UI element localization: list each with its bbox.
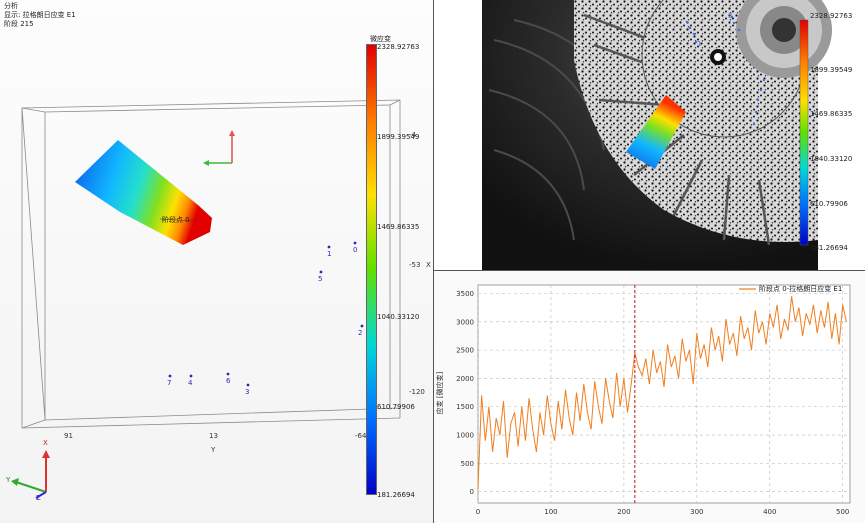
camera-point-label: 3 xyxy=(728,12,733,20)
x-tick-label: 300 xyxy=(690,508,703,516)
bounding-box xyxy=(21,99,401,429)
tracking-point xyxy=(319,270,323,274)
camera-view[interactable]: 1 3 2328.92763 1899.39549 1469.86335 104… xyxy=(434,0,865,270)
tracking-points xyxy=(168,241,364,387)
x-tick-label: 100 xyxy=(544,508,557,516)
x-tick-label: 0 xyxy=(476,508,480,516)
x-tick-label: 200 xyxy=(617,508,630,516)
stage-point-label: 阶段点 0 xyxy=(162,216,190,224)
colorbar-title: 微应变 xyxy=(370,35,391,43)
point-label-1: 1 xyxy=(327,250,332,258)
colorbar-tick: 1899.39549 xyxy=(377,133,420,141)
y-tick-label: 3500 xyxy=(456,290,474,298)
y-tick-label: 500 xyxy=(461,460,474,468)
colorbar-tick: 181.26694 xyxy=(377,491,415,499)
point-label-5: 5 xyxy=(318,275,323,283)
y-tick-label: 2000 xyxy=(456,375,474,383)
strain-series-line xyxy=(477,296,847,489)
stage-label: 阶段 215 xyxy=(4,20,34,28)
y-tick-label: 1500 xyxy=(456,403,474,411)
display-label: 显示: 拉格朗日应变 E1 xyxy=(4,11,76,19)
vertical-splitter[interactable] xyxy=(433,0,434,523)
y-tick-label: 0 xyxy=(470,488,474,496)
x-tick: -120 xyxy=(409,388,425,396)
tracking-point xyxy=(168,374,172,378)
colorbar-tick: 1040.33120 xyxy=(377,313,420,321)
triad-y-label: Y xyxy=(6,476,11,484)
camera-colorbar-tick: 181.26694 xyxy=(810,244,848,252)
tracking-point xyxy=(327,245,331,249)
y-axis-label: Y xyxy=(211,446,216,454)
point-label-3: 3 xyxy=(245,388,250,396)
camera-colorbar-tick: 1040.33120 xyxy=(810,155,853,163)
x-axis-label: X xyxy=(426,261,431,269)
legend-label: 阶段点 0-拉格朗日应变 E1 xyxy=(759,284,842,293)
camera-image xyxy=(434,0,865,270)
camera-colorbar-tick: 2328.92763 xyxy=(810,12,853,20)
y-tick: 13 xyxy=(209,432,218,440)
camera-strain-patch xyxy=(626,95,686,169)
axis-triad-icon xyxy=(11,450,50,499)
camera-colorbar xyxy=(799,19,809,246)
strain-chart: 0 100 200 300 400 500 0 500 1000 1500 2000 2500 300… xyxy=(435,284,851,516)
y-axis-title: 应变 [微应变] xyxy=(435,371,444,414)
triad-z-label: Z xyxy=(36,494,41,502)
tracking-point xyxy=(353,241,357,245)
patch-triad-icon xyxy=(203,130,235,166)
horizontal-splitter[interactable] xyxy=(434,270,865,271)
point-label-7: 7 xyxy=(167,379,172,387)
camera-point-label: 1 xyxy=(697,40,702,48)
point-label-4: 4 xyxy=(188,379,193,387)
x-tick-label: 500 xyxy=(836,508,849,516)
strain-patch xyxy=(75,140,212,245)
y-tick-label: 1000 xyxy=(456,432,474,440)
tracking-point xyxy=(360,324,364,328)
plot-area xyxy=(477,284,851,504)
triad-x-label: X xyxy=(43,439,48,447)
strain-chart-panel[interactable]: 0 100 200 300 400 500 0 500 1000 1500 2000 2500 300… xyxy=(434,271,865,523)
camera-colorbar-tick: 1899.39549 xyxy=(810,66,853,74)
x-tick: -4 xyxy=(409,131,416,139)
camera-colorbar-tick: 610.79906 xyxy=(810,200,848,208)
3d-viewport[interactable]: 分析 显示: 拉格朗日应变 E1 阶段 215 xyxy=(0,0,433,523)
point-label-2: 2 xyxy=(358,329,363,337)
colorbar-tick: 1469.86335 xyxy=(377,223,420,231)
point-label-6: 6 xyxy=(226,377,231,385)
y-tick: -64 xyxy=(355,432,367,440)
x-tick: -53 xyxy=(409,261,421,269)
analysis-title: 分析 xyxy=(4,2,18,10)
colorbar-tick: 2328.92763 xyxy=(377,43,420,51)
y-tick: 91 xyxy=(64,432,73,440)
3d-scene xyxy=(11,99,401,499)
tracking-point xyxy=(246,383,250,387)
y-tick-label: 3000 xyxy=(456,318,474,326)
colorbar xyxy=(366,44,377,495)
camera-colorbar-tick: 1469.86335 xyxy=(810,110,853,118)
tracking-point xyxy=(226,372,230,376)
x-tick-label: 400 xyxy=(763,508,776,516)
y-tick-label: 2500 xyxy=(456,347,474,355)
point-label-0: 0 xyxy=(353,246,358,254)
tracking-point xyxy=(189,374,193,378)
colorbar-tick: 610.79906 xyxy=(377,403,415,411)
